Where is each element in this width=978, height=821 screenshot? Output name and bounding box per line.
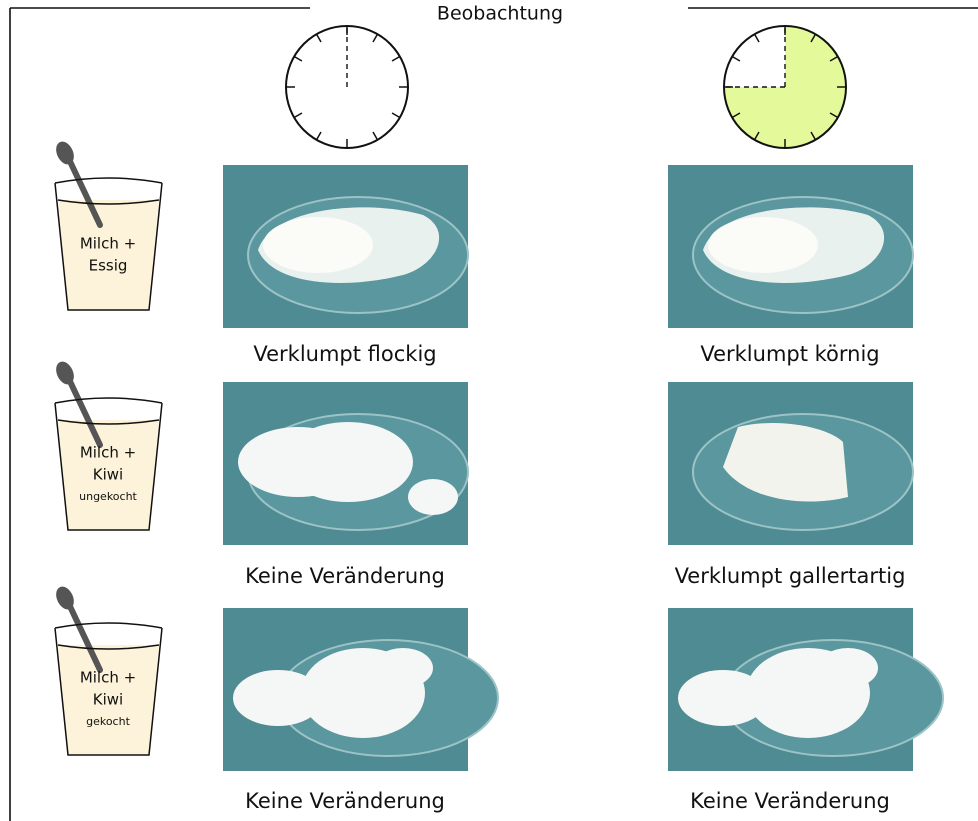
observation: Verklumpt gallertartig	[675, 564, 906, 588]
sample	[723, 422, 848, 502]
glass-outline	[54, 177, 163, 311]
glass-label: ungekocht	[79, 490, 137, 503]
photo	[223, 382, 469, 545]
rows: Milch + Essig Verklumpt flockig Verklumpt k…	[54, 141, 944, 813]
flakes	[263, 217, 373, 273]
spoon-head	[56, 586, 74, 610]
glass-label: Milch +	[80, 669, 136, 687]
glass	[54, 361, 163, 531]
glass-milk	[58, 200, 159, 310]
sample	[818, 648, 878, 688]
photo	[668, 382, 914, 545]
sample	[373, 648, 433, 688]
sample	[233, 670, 323, 726]
frame	[9, 7, 978, 821]
clock-tick	[315, 131, 322, 141]
clock-tick	[731, 112, 741, 119]
glass-label: Kiwi	[93, 691, 123, 709]
clock-empty	[724, 26, 785, 87]
glass-label: Milch +	[80, 444, 136, 462]
glass-outline	[54, 622, 163, 756]
clock-tick	[372, 131, 379, 141]
clock	[723, 25, 847, 149]
glass	[54, 586, 163, 756]
clock-tick	[731, 55, 741, 62]
spoon-head	[56, 361, 74, 385]
clock-tick	[372, 33, 379, 43]
clock-tick	[810, 33, 817, 43]
glass-milk	[58, 420, 159, 530]
glass	[54, 141, 163, 311]
clock	[285, 25, 409, 149]
spoon-handle	[64, 372, 103, 448]
sample	[408, 479, 458, 515]
sample	[283, 422, 413, 502]
clock-tick	[753, 33, 760, 43]
spoon-head	[56, 141, 74, 165]
spoon-handle	[64, 152, 103, 228]
glass-label: Milch +	[80, 235, 136, 253]
clock-tick	[753, 131, 760, 141]
glass-outline	[54, 397, 163, 531]
clocks	[285, 25, 847, 149]
glass-label: gekocht	[86, 715, 130, 728]
photo	[668, 608, 944, 771]
glass-label: Essig	[89, 257, 128, 275]
observation: Keine Veränderung	[245, 789, 445, 813]
photo	[223, 608, 499, 771]
clock-tick	[810, 131, 817, 141]
clock-tick	[293, 55, 303, 62]
title: Beobachtung	[437, 3, 563, 25]
clock-tick	[829, 55, 839, 62]
spoon-handle	[64, 597, 103, 673]
glass-milk	[58, 645, 159, 755]
sample	[678, 670, 768, 726]
glass-label: Kiwi	[93, 466, 123, 484]
observation: Verklumpt körnig	[700, 342, 879, 366]
clock-tick	[391, 112, 401, 119]
flakes	[708, 217, 818, 273]
clock-tick	[829, 112, 839, 119]
observation: Keine Veränderung	[245, 564, 445, 588]
clock-tick	[293, 112, 303, 119]
observation: Keine Veränderung	[690, 789, 890, 813]
photo	[223, 165, 469, 328]
clock-tick	[391, 55, 401, 62]
clock-tick	[315, 33, 322, 43]
photo	[668, 165, 914, 328]
observation: Verklumpt flockig	[253, 342, 436, 366]
